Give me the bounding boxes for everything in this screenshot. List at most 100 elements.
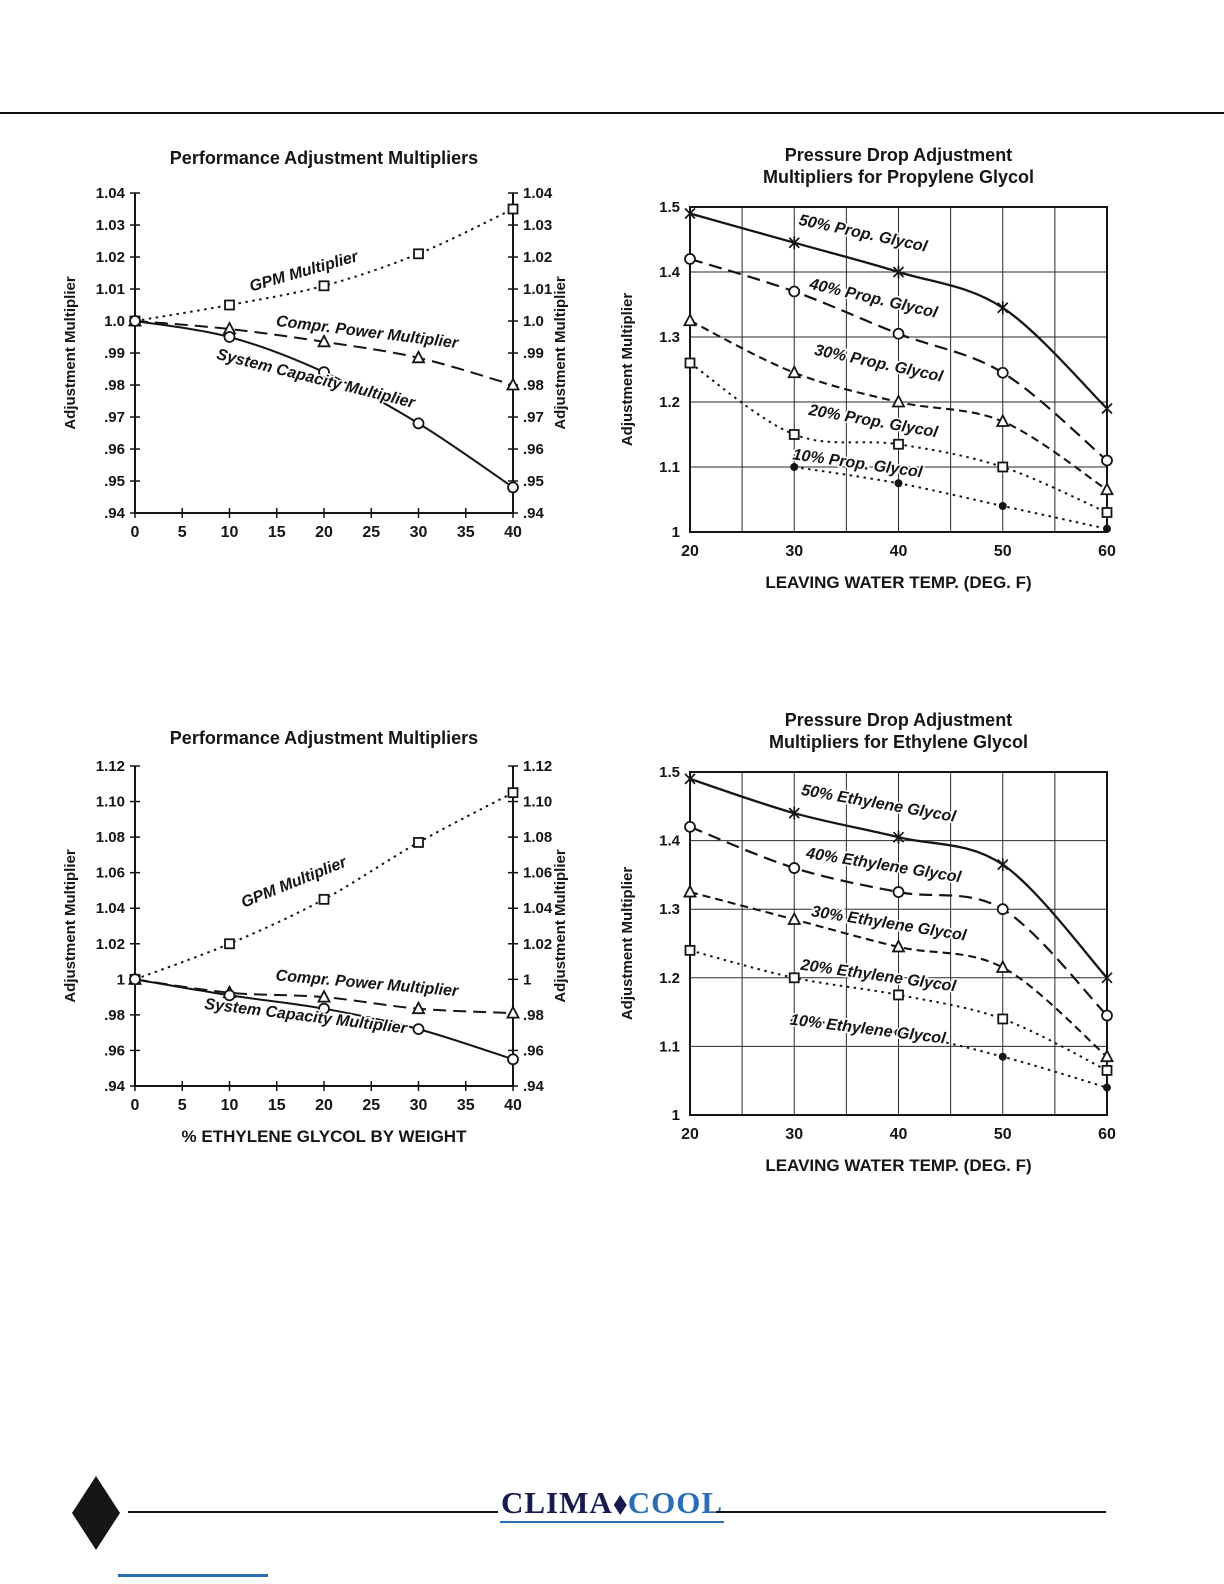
marker-ci (129, 973, 141, 986)
x-tick-label: 40 (890, 543, 908, 560)
chart-title: Multipliers for Ethylene Glycol (769, 732, 1028, 752)
x-tick-label: 35 (457, 524, 475, 541)
y-tick-label-left: .97 (104, 409, 125, 426)
y-tick-label-left: .95 (104, 473, 125, 490)
y-axis-title-left: Adjustment Multiplier (62, 276, 79, 429)
x-tick-label: 10 (221, 1097, 239, 1114)
corner-diamond-graphic (72, 1476, 120, 1550)
series-label-gpm-multiplier: GPM Multiplier (248, 248, 361, 295)
x-tick-label: 0 (131, 524, 140, 541)
y-tick-label-right: .96 (523, 441, 544, 458)
marker-sq (413, 248, 424, 260)
y-tick-label-right: 1.10 (523, 794, 552, 811)
x-tick-label: 10 (221, 524, 239, 541)
marker-tri (506, 1005, 520, 1019)
y-axis-title-right: Adjustment Multiplier (552, 276, 569, 429)
x-tick-label: 30 (785, 543, 803, 560)
x-tick-label: 5 (178, 1097, 187, 1114)
marker-sq (318, 893, 330, 905)
y-tick-label-left: .96 (104, 441, 125, 458)
marker-tri (1100, 1048, 1114, 1063)
y-tick-label-right: 1.04 (523, 185, 553, 202)
x-tick-label: 50 (994, 1126, 1012, 1143)
marker-tri (683, 312, 697, 327)
y-tick-label-left: .98 (104, 377, 125, 394)
y-axis-title-left: Adjustment Multiplier (62, 849, 79, 1002)
marker-tri (891, 394, 906, 408)
y-tick-label-right: 1.02 (523, 249, 552, 266)
marker-ci (223, 989, 236, 1002)
chart-title: Performance Adjustment Multipliers (170, 728, 478, 748)
y-tick-label-left: 1.2 (659, 970, 680, 987)
y-tick-label-left: 1.01 (96, 281, 125, 298)
x-tick-label: 5 (178, 524, 187, 541)
series-label-20-prop-glycol: 20% Prop. Glycol (806, 402, 939, 442)
marker-sq (893, 989, 904, 1001)
x-tick-label: 40 (890, 1126, 908, 1143)
perf-top-svg: 0 5 10 15 20 25 30 35 40.94.94.95.95.96.96.97.97… (62, 148, 569, 541)
marker-sq (1101, 1065, 1113, 1076)
y-axis-title-left: Adjustment Multiplier (619, 293, 636, 446)
y-tick-label-right: 1 (523, 971, 531, 988)
y-tick-label-right: .99 (523, 345, 544, 362)
y-tick-label-left: .94 (104, 505, 126, 522)
marker-dot (790, 463, 799, 471)
marker-dot (998, 502, 1007, 510)
marker-sq (224, 938, 235, 950)
marker-sq (224, 299, 235, 311)
y-tick-label-left: 1.1 (659, 1038, 680, 1055)
y-axis-title-left: Adjustment Multiplier (619, 867, 636, 1020)
y-tick-label-left: 1.04 (96, 900, 126, 917)
y-tick-label-left: 1.5 (659, 764, 680, 781)
perf-ethylene-svg: 0 5 10 15 20 25 30 35 40.94.94.96.96.98.981 11.02… (62, 728, 569, 1146)
x-tick-label: 25 (362, 1097, 380, 1114)
y-tick-label-left: 1.4 (659, 833, 681, 850)
x-tick-label: 0 (131, 1097, 140, 1114)
marker-sq (507, 203, 519, 215)
x-tick-label: 30 (410, 524, 428, 541)
marker-sq (997, 1013, 1009, 1025)
marker-tri (317, 989, 331, 1003)
marker-tri (411, 349, 426, 364)
series-line-10-ethylene-glycol (794, 1017, 1108, 1089)
marker-sq (684, 944, 696, 956)
footer-rule-left (128, 1511, 498, 1513)
marker-ci (412, 1023, 425, 1036)
marker-tri (506, 377, 520, 391)
chart-title: Multipliers for Propylene Glycol (763, 167, 1034, 187)
y-tick-label-left: 1.04 (96, 185, 126, 202)
marker-sq (997, 461, 1009, 473)
bottom-accent-line (118, 1574, 268, 1577)
footer-rule-right (716, 1511, 1106, 1513)
marker-sq (413, 837, 424, 848)
y-tick-label-left: 1.3 (659, 329, 680, 346)
y-tick-label-left: 1.08 (96, 829, 125, 846)
y-tick-label-left: 1.06 (96, 865, 125, 882)
series-label-10-ethylene-glycol: 10% Ethylene Glycol (789, 1012, 947, 1048)
brand-logo: CLIMA COOL (500, 1487, 724, 1523)
marker-ci (684, 820, 696, 833)
brand-diamond-icon (613, 1495, 627, 1515)
marker-ci (996, 903, 1009, 916)
y-tick-label-left: 1.5 (659, 199, 680, 216)
marker-tri (411, 1000, 426, 1015)
marker-sq (684, 357, 696, 369)
chart-pressure-drop-ethylene-glycol: 20 30 40 50 60 1 1.1 1.2 1.3 1.4 1.5 Pressure Drop … (612, 700, 1137, 1210)
y-tick-label-left: 1.02 (96, 936, 125, 953)
marker-sq (318, 280, 330, 292)
y-tick-label-left: 1.03 (96, 217, 125, 234)
marker-tri (995, 959, 1010, 973)
y-tick-label-right: 1.03 (523, 217, 552, 234)
chart-title: Performance Adjustment Multipliers (170, 148, 478, 168)
series-line-20-ethylene-glycol (689, 949, 1108, 1072)
marker-ci (412, 417, 425, 430)
series-label-40-ethylene-glycol: 40% Ethylene Glycol (804, 845, 963, 887)
marker-ci (892, 886, 905, 898)
series-line-gpm-multiplier (134, 791, 514, 981)
y-tick-label-right: 1.12 (523, 758, 552, 775)
marker-dot (790, 1014, 799, 1023)
x-tick-label: 40 (504, 1097, 522, 1114)
marker-sq (893, 438, 904, 450)
y-tick-label-right: 1.0 (523, 313, 544, 330)
y-tick-label-left: .96 (104, 1042, 125, 1059)
